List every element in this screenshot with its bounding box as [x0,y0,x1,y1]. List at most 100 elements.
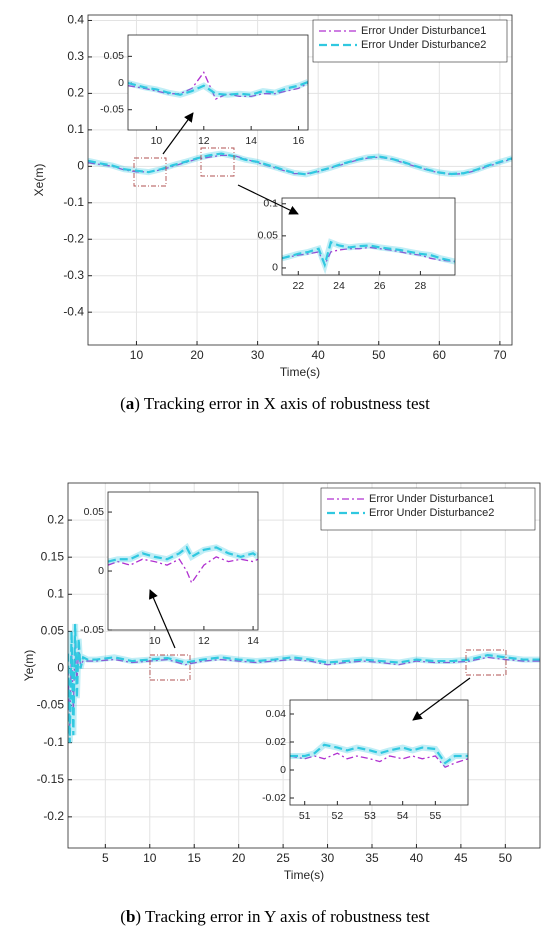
inset-chart: 51 52 53 54 55 0.04 0.02 0 -0.02 [262,699,469,822]
legend-box [312,19,508,63]
x-tick-label: 54 [397,810,409,822]
legend: Error Under Disturbance1 Error Under Dist… [320,487,536,531]
x-tick-label: 24 [333,280,345,292]
caption-part: ( [120,907,126,926]
series-line [68,638,540,728]
y-tick-label: -0.05 [100,104,124,116]
x-tick-label: 45 [454,851,468,865]
y-tick-label: -0.05 [80,624,104,636]
x-tick-label: 12 [198,135,210,147]
y-tick-label: 0 [280,764,286,776]
plot-frame [127,34,309,131]
y-tick-label: 0.05 [258,230,279,242]
inset-chart: 10 12 14 0.05 0 -0.05 [80,491,259,647]
x-tick-label: 15 [188,851,202,865]
y-tick-label: 0.2 [67,86,84,100]
y-tick-label: 0.15 [41,549,65,563]
x-axis-label: Time(s) [280,365,320,379]
zoom-arrow [149,589,176,649]
x-tick-label: 10 [130,348,144,362]
y-tick-label: -0.4 [63,304,84,318]
series-line [108,545,258,563]
x-tick-label: 51 [299,810,311,822]
y-tick-label: 0.1 [263,198,278,210]
plot-frame [289,699,469,806]
x-tick-label: 53 [364,810,376,822]
caption-part: ) Tracking error in Y axis of robustness… [135,907,430,926]
caption-part: ( [120,394,126,413]
x-tick-label: 10 [149,635,161,647]
series-line [128,80,308,96]
y-tick-label: 0.4 [67,13,84,27]
x-tick-label: 70 [493,348,507,362]
y-tick-label: 0 [98,565,104,577]
zoom-box [465,649,507,676]
caption: (a) Tracking error in X axis of robustne… [120,394,430,413]
legend-label: Error Under Disturbance2 [361,39,486,51]
x-tick-label: 22 [292,280,304,292]
x-tick-label: 20 [190,348,204,362]
x-tick-label: 10 [151,135,163,147]
zoom-box [200,147,235,177]
x-tick-label: 60 [433,348,447,362]
x-tick-label: 20 [232,851,246,865]
y-tick-label: 0.2 [47,512,64,526]
series-line [282,246,455,267]
y-tick-label: -0.1 [63,195,84,209]
series-line [128,71,308,100]
y-tick-label: 0.1 [47,586,64,600]
legend-box [320,487,536,531]
y-tick-label: 0 [57,661,64,675]
y-tick-label: 0.1 [67,122,84,136]
series-line [88,152,512,176]
y-tick-label: -0.15 [37,772,65,786]
plot-area [282,198,455,275]
legend-label: Error Under Disturbance1 [361,25,486,37]
plot-frame [107,491,259,631]
x-tick-label: 26 [374,280,386,292]
y-axis-label: Xe(m) [32,164,46,197]
y-tick-label: 0.04 [266,708,287,720]
plot-area [128,35,308,130]
y-tick-label: 0.05 [104,50,125,62]
y-tick-label: -0.2 [43,809,64,823]
x-tick-label: 12 [198,635,210,647]
x-tick-label: 14 [247,635,259,647]
y-tick-label: -0.1 [43,735,64,749]
series-line [108,556,258,585]
x-tick-label: 55 [429,810,441,822]
caption-part: a [126,394,135,413]
x-tick-label: 35 [365,851,379,865]
y-tick-label: 0.05 [84,506,105,518]
zoom-box [149,654,191,681]
x-tick-label: 30 [251,348,265,362]
x-tick-label: 50 [499,851,513,865]
plot-frame [87,14,513,346]
y-tick-label: -0.3 [63,268,84,282]
x-tick-label: 14 [245,135,257,147]
y-tick-label: 0 [272,262,278,274]
legend: Error Under Disturbance1 Error Under Dist… [312,19,508,63]
x-tick-label: 10 [143,851,157,865]
series-line [290,752,468,768]
y-tick-label: 0.05 [41,624,65,638]
y-tick-label: 0 [77,158,84,172]
inset-chart: 10 12 14 16 0.05 0 -0.05 [100,34,309,147]
x-tick-label: 25 [276,851,290,865]
y-tick-label: 0 [118,77,124,89]
caption-part: ) Tracking error in X axis of robustness… [134,394,430,413]
y-tick-label: 0.02 [266,736,287,748]
x-tick-label: 28 [415,280,427,292]
caption: (b) Tracking error in Y axis of robustne… [120,907,430,926]
legend-label: Error Under Disturbance1 [369,493,494,505]
caption-part: b [126,907,135,926]
x-axis-label: Time(s) [284,868,324,882]
y-axis-label: Ye(m) [22,650,36,682]
x-tick-label: 30 [321,851,335,865]
x-tick-label: 40 [311,348,325,362]
x-tick-label: 40 [410,851,424,865]
zoom-arrow [412,677,471,721]
plot-frame [281,197,456,276]
y-tick-label: 0.3 [67,49,84,63]
